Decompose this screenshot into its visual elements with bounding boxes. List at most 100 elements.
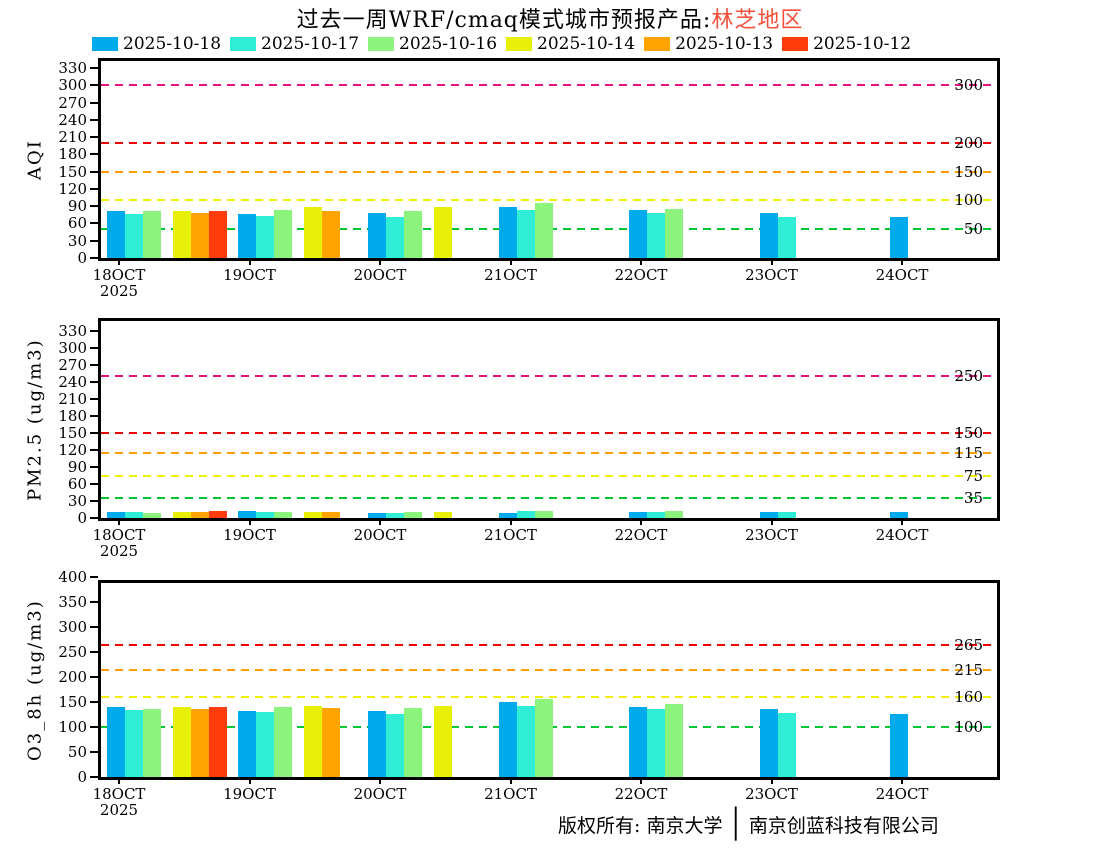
y-tick-mark (90, 347, 98, 349)
y-tick-mark (90, 364, 98, 366)
y-tick-label: 120 (58, 441, 87, 459)
y-tick-mark (90, 432, 98, 434)
y-tick-mark (90, 701, 98, 703)
y-tick-label: 240 (58, 110, 87, 129)
y-tick-mark (90, 257, 98, 259)
threshold-line-250 (101, 375, 997, 378)
y-tick-mark (90, 601, 98, 603)
title-text: 过去一周WRF/cmaq模式城市预报产品: (296, 8, 712, 33)
x-tick-mark (118, 258, 120, 265)
x-tick-mark (640, 518, 642, 525)
bar (321, 708, 340, 777)
y-tick-mark (90, 576, 98, 578)
bar (647, 212, 665, 258)
bar (255, 712, 274, 777)
x-tick-mark (509, 518, 512, 525)
bar (273, 209, 292, 258)
y-tick-label: 120 (58, 179, 87, 198)
threshold-line-265 (101, 643, 997, 646)
y-tick-mark (90, 398, 98, 400)
copyright-footer: 版权所有: 南京大学 │ 南京创蓝科技有限公司 (558, 807, 939, 841)
x-tick-label: 23OCT (745, 785, 798, 803)
x-tick-label: 21OCT (484, 266, 537, 284)
x-tick-label: 20OCT (353, 526, 407, 544)
y-tick-mark (90, 676, 98, 678)
y-tick-label: 90 (67, 197, 87, 216)
bar (759, 512, 778, 518)
threshold-label-50: 50 (963, 220, 983, 239)
x-tick-label: 18OCT (92, 526, 146, 544)
bar (665, 511, 683, 518)
bar (386, 713, 404, 777)
bar (890, 217, 908, 258)
y-tick-mark (90, 483, 98, 485)
threshold-label-300: 300 (954, 76, 983, 95)
bar (759, 709, 778, 777)
x-tick-mark (901, 258, 903, 265)
x-tick-mark (248, 777, 251, 784)
legend-item-2025-10-14: 2025-10-14 (506, 34, 635, 54)
y-tick-label: 150 (58, 424, 87, 442)
legend-item-2025-10-16: 2025-10-16 (368, 34, 497, 54)
o3-plot-area: 0 50 100 150 200 250 300 350 400 100 160 215 265 18OC… (58, 569, 1000, 819)
bar (125, 213, 143, 258)
x-tick-label: 23OCT (745, 266, 798, 284)
bar (237, 213, 256, 258)
bar (386, 513, 404, 518)
threshold-label-160: 160 (954, 688, 983, 706)
x-tick-mark (379, 518, 381, 525)
threshold-label-215: 215 (954, 660, 983, 679)
legend-label: 2025-10-17 (261, 34, 360, 54)
title-region-name: 林芝地区 (711, 8, 804, 33)
bar (534, 203, 553, 258)
x-tick-label: 21OCT (484, 785, 537, 803)
y-tick-mark (90, 136, 98, 139)
bar (191, 212, 209, 258)
bar (516, 705, 535, 777)
threshold-label-100: 100 (954, 191, 983, 210)
bar (777, 713, 796, 777)
threshold-line-115 (101, 451, 997, 454)
x-tick-label: 24OCT (875, 785, 929, 803)
x-tick-mark (640, 258, 642, 265)
bar (143, 513, 161, 518)
bar (368, 213, 386, 258)
bar (125, 710, 143, 777)
threshold-line-150 (101, 432, 997, 434)
bar (534, 510, 553, 518)
y-tick-label: 30 (67, 231, 87, 250)
x-year-label: 2025 (99, 282, 139, 300)
legend-label: 2025-10-12 (813, 34, 912, 54)
legend-swatch (506, 37, 533, 51)
bar (255, 215, 274, 258)
x-tick-label: 18OCT (92, 266, 146, 284)
x-tick-mark (248, 518, 251, 525)
legend-label: 2025-10-14 (537, 34, 636, 54)
bar (386, 216, 404, 258)
x-tick-mark (770, 777, 773, 784)
bar (890, 713, 908, 777)
bar (273, 511, 292, 518)
y-tick-mark (90, 170, 98, 173)
x-tick-label: 20OCT (353, 785, 407, 803)
x-tick-mark (379, 777, 381, 784)
bar (191, 512, 209, 518)
y-tick-mark (90, 187, 98, 190)
aqi-plot-area: 0 30 60 90 120 150 180 210 240 270 300 330 50 100 150 2… (58, 58, 1000, 300)
threshold-label-100: 100 (954, 718, 983, 736)
y-tick-label: 250 (58, 643, 87, 661)
bar (647, 709, 665, 777)
bar (368, 711, 386, 777)
threshold-line-150 (101, 170, 997, 173)
threshold-label-35: 35 (963, 489, 983, 508)
bar (534, 699, 553, 777)
legend-label: 2025-10-13 (675, 34, 774, 54)
bar (368, 512, 386, 518)
bar (777, 512, 796, 518)
bar (107, 211, 125, 258)
bar (434, 512, 452, 518)
bar (647, 512, 665, 518)
y-tick-mark (90, 726, 98, 728)
legend-swatch (368, 37, 395, 51)
bar (777, 216, 796, 258)
